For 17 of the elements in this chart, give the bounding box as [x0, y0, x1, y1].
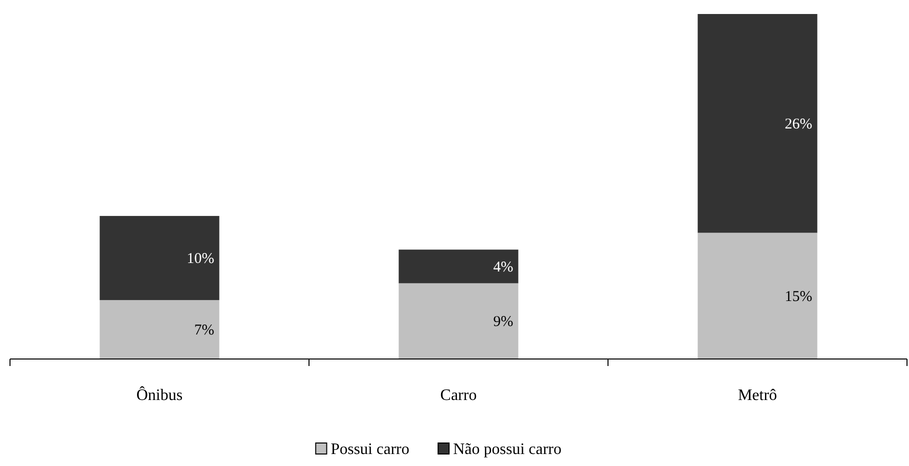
bar [698, 14, 818, 233]
data-label: 15% [784, 288, 812, 305]
legend-label: Possui carro [330, 441, 410, 458]
bar [100, 216, 220, 300]
bar [100, 300, 220, 359]
data-label: 26% [784, 116, 812, 132]
legend-label: Não possui carro [453, 441, 562, 458]
data-label: 7% [194, 322, 214, 339]
bar [398, 250, 518, 284]
data-label: 4% [493, 259, 514, 276]
x-tick-label: Carro [440, 387, 477, 404]
x-tick-label: Metrô [738, 387, 778, 404]
bar [398, 283, 518, 359]
x-tick-label: Ônibus [136, 386, 183, 404]
data-label: 9% [493, 314, 514, 330]
data-label: 10% [186, 251, 214, 268]
bar [698, 232, 818, 359]
